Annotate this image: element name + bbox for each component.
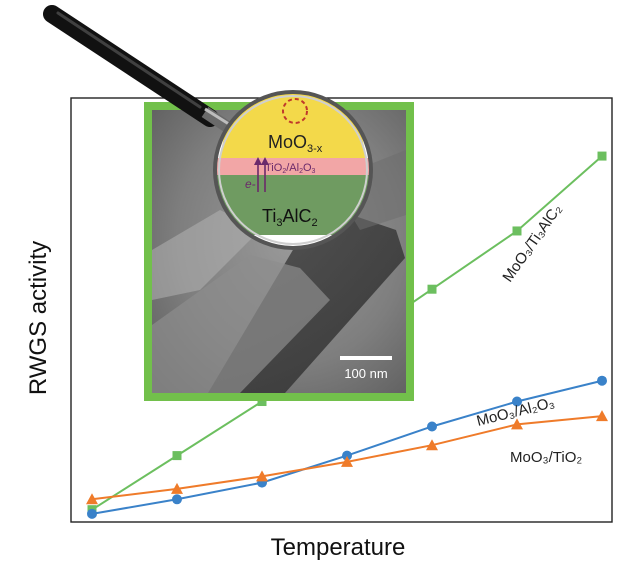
interlayer [215, 158, 371, 175]
moo3-layer [221, 92, 365, 160]
data-point-tio2 [596, 410, 608, 422]
data-point-ti3alc2 [597, 151, 607, 161]
magnifier-lens: MoO3-x TiO2/Al2O3 e- Ti3AlC2 [213, 90, 373, 250]
vacancy-icon [282, 98, 308, 124]
data-point-al2o3 [342, 450, 352, 461]
data-point-ti3alc2 [512, 226, 522, 236]
data-point-al2o3 [597, 375, 607, 386]
electron-label: e- [245, 177, 256, 191]
series-tio2 [86, 410, 608, 505]
scale-bar-label: 100 nm [344, 366, 387, 381]
data-point-al2o3 [87, 508, 97, 519]
data-point-tio2 [426, 439, 438, 451]
data-point-tio2 [86, 493, 98, 505]
series-layer [86, 151, 608, 519]
scale-bar [340, 356, 392, 360]
data-point-al2o3 [512, 396, 522, 407]
tem-particle-edge [152, 210, 260, 300]
data-point-tio2 [511, 418, 523, 430]
data-point-ti3alc2 [427, 284, 437, 294]
lens-highlight [218, 95, 368, 245]
electron-arrow-1-head [254, 157, 262, 165]
data-point-al2o3 [172, 494, 182, 505]
y-axis-label: RWGS activity [25, 241, 52, 395]
tem-particle-light-rod [152, 255, 330, 393]
x-axis-label: Temperature [271, 534, 406, 561]
data-point-tio2 [171, 482, 183, 494]
data-point-ti3alc2 [257, 397, 267, 407]
data-point-ti3alc2 [172, 451, 182, 461]
series-label-tio2: MoO₃/TiO₂ [510, 449, 582, 466]
lens-rim [213, 90, 373, 250]
data-point-al2o3 [427, 421, 437, 432]
interlayer-label: TiO2/Al2O3 [265, 162, 316, 175]
substrate-label: Ti3AlC2 [262, 206, 318, 229]
electron-arrow-2-head [261, 157, 269, 165]
data-point-tio2 [341, 455, 353, 467]
data-point-tio2 [256, 470, 268, 482]
ti3alc2-substrate [215, 175, 371, 235]
